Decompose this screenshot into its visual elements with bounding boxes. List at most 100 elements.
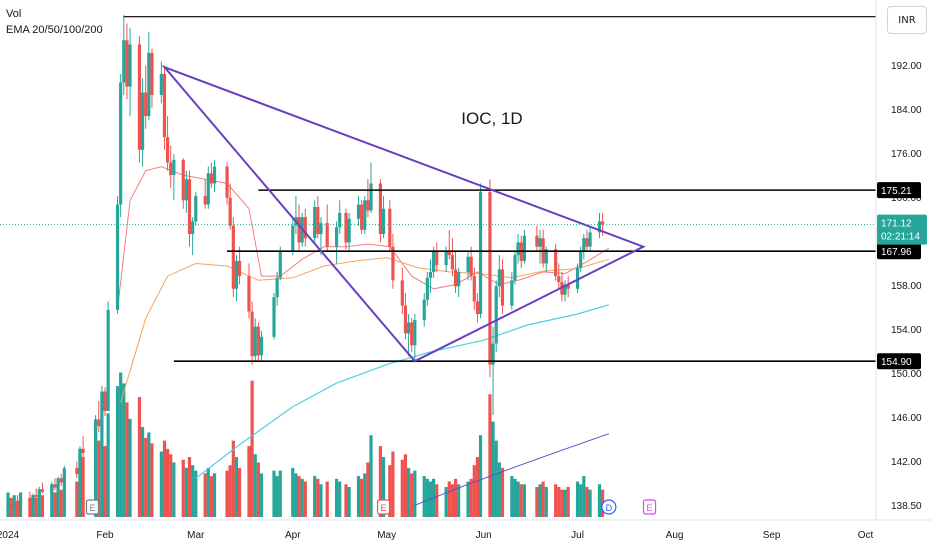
volume-bar [563, 489, 567, 517]
volume-bar [575, 481, 580, 517]
candle-body [119, 82, 123, 205]
volume-bar [510, 476, 514, 517]
candle-body [369, 183, 373, 211]
volume-bar [272, 470, 276, 517]
time-tick-label: Sep [763, 530, 781, 541]
volume-bar [557, 487, 561, 517]
candle-body [62, 468, 66, 483]
volume-bar [360, 478, 364, 517]
volume-bar [159, 451, 163, 517]
volume-bar [457, 484, 461, 517]
earnings-marker[interactable] [376, 499, 391, 515]
candle-body [147, 52, 151, 117]
candle-body [37, 489, 41, 497]
volume-bar [147, 432, 151, 517]
volume-bar [560, 489, 564, 517]
volume-bar [313, 476, 317, 517]
candle-body [194, 196, 198, 222]
price-tick-label: 184.00 [891, 105, 922, 116]
candle-body [81, 448, 85, 454]
volume-bar [363, 473, 367, 517]
volume-bar [106, 413, 110, 517]
candle-body [447, 250, 451, 256]
volume-bar [488, 394, 492, 517]
earnings-marker[interactable] [85, 499, 100, 515]
volume-bar [172, 462, 176, 517]
candle-body [237, 260, 242, 277]
candle-body [413, 319, 417, 346]
ema-legend[interactable]: EMA 20/50/100/200 [6, 24, 103, 36]
volume-bar [225, 470, 229, 517]
candle-body [256, 326, 260, 356]
volume-bar [582, 476, 586, 517]
volume-bar [97, 440, 101, 517]
volume-bar [53, 492, 57, 517]
candle-body [184, 179, 188, 201]
candle-body [478, 191, 483, 315]
volume-bar [231, 440, 235, 517]
ema50-line [120, 257, 610, 403]
volume-bar [369, 435, 373, 517]
candle-layer [6, 15, 605, 513]
volume-bar [162, 440, 167, 517]
volume-bar [94, 432, 98, 517]
volume-bar [347, 487, 351, 517]
candle-body [435, 250, 439, 266]
volume-bar [519, 484, 523, 517]
volume-bar [338, 481, 342, 517]
volume-bar [206, 467, 210, 517]
volume-bar [513, 478, 517, 517]
candle-body [400, 280, 404, 306]
candle-body [363, 200, 367, 230]
candle-body [228, 197, 232, 226]
candle-body [172, 159, 176, 176]
candle-body [488, 191, 492, 365]
time-tick-label: Aug [666, 530, 684, 541]
candle-body [128, 44, 132, 87]
volume-bar [466, 481, 470, 517]
volume-bar [115, 386, 120, 517]
volume-bar [140, 427, 145, 517]
volume-bar [81, 457, 85, 517]
triangle-pattern[interactable] [161, 64, 646, 363]
candle-body [18, 497, 23, 504]
candle-body [497, 269, 501, 287]
volume-bar [228, 465, 232, 517]
candle-body [316, 207, 320, 235]
countdown-value: 02:21:14 [881, 232, 920, 243]
volume-legend[interactable]: Vol [6, 8, 22, 20]
price-tick-label: 138.50 [891, 501, 922, 512]
candle-body [554, 249, 558, 277]
candle-body [278, 250, 282, 278]
dividend-marker[interactable] [601, 499, 617, 515]
earnings-marker[interactable] [642, 499, 657, 515]
volume-bar [137, 397, 142, 517]
label-layer: 192.00184.00176.00166.00162.00158.00154.… [0, 61, 927, 541]
currency-button[interactable]: INR [887, 6, 927, 34]
level-price-label: 175.21 [881, 186, 912, 197]
candle-body [28, 497, 32, 502]
volume-bar [37, 489, 41, 517]
volume-bar [122, 383, 126, 517]
candle-body [6, 504, 10, 509]
candle-body [472, 276, 476, 302]
price-tick-label: 146.00 [891, 413, 922, 424]
ema200-line [414, 433, 610, 506]
price-tick-label: 154.00 [891, 325, 922, 336]
volume-bar [422, 476, 426, 517]
volume-bar [28, 497, 32, 517]
candle-body [253, 326, 257, 357]
candle-body [40, 489, 45, 492]
candle-body [388, 208, 392, 247]
volume-bar [538, 484, 542, 517]
volume-bar [435, 484, 439, 517]
volume-bar [103, 446, 107, 517]
volume-bar [209, 476, 214, 517]
candle-body [94, 419, 98, 454]
volume-bar [554, 484, 558, 517]
candle-body [144, 92, 148, 117]
candle-body [469, 256, 473, 277]
candle-body [582, 238, 586, 251]
